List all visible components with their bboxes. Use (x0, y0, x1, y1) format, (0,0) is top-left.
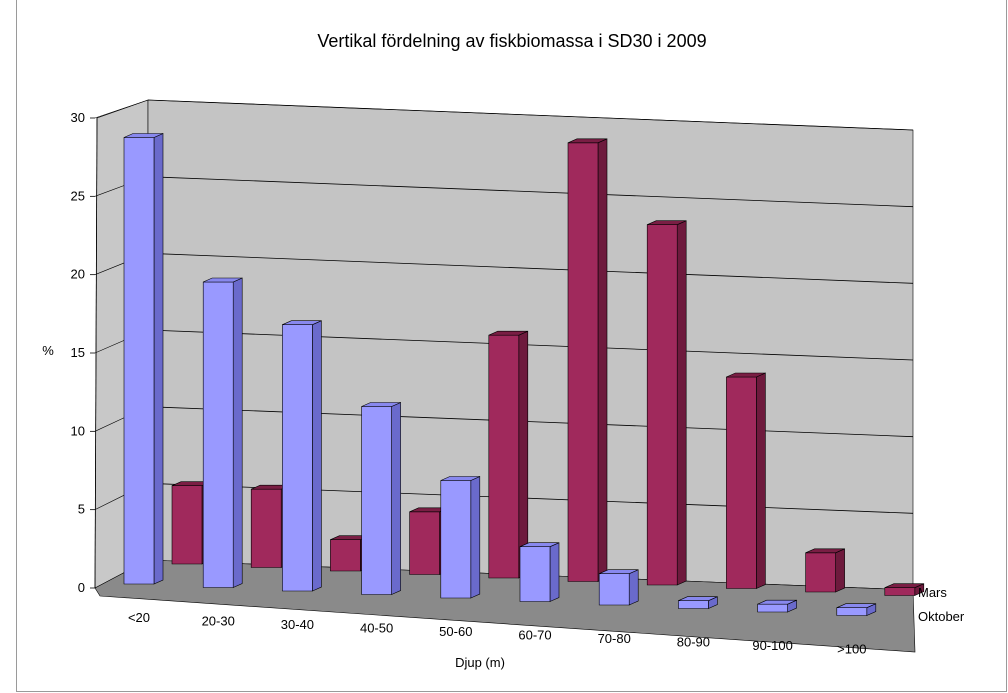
bar-oktober-top (203, 277, 243, 283)
grid-line (147, 176, 914, 208)
bar-oktober-face (361, 406, 392, 595)
bar-oktober-face (519, 546, 551, 602)
x-tick-label: 70-80 (598, 631, 631, 646)
y-tick-label: 25 (71, 188, 85, 203)
grid-line (147, 252, 914, 284)
x-tick-label: <20 (128, 610, 150, 625)
bar-mars-top (488, 330, 528, 336)
bar-mars-face (884, 587, 916, 596)
bar-mars-top (884, 583, 924, 589)
x-tick-label: 90-100 (752, 638, 792, 653)
bar-oktober-face (836, 607, 868, 616)
x-tick-label: 80-90 (677, 635, 710, 650)
bar-mars (726, 372, 766, 589)
bar-oktober-side (312, 320, 322, 592)
bar-oktober (440, 476, 481, 599)
y-tick-label: 30 (71, 110, 85, 125)
x-axis-label: Djup (m) (455, 655, 505, 670)
bar-mars-top (726, 372, 766, 378)
bar-oktober-side (391, 402, 401, 595)
y-tick-label: 0 (78, 580, 85, 595)
bar-oktober-face (757, 603, 788, 613)
bar-oktober (202, 277, 243, 588)
bar-oktober (519, 542, 560, 602)
bar-oktober-top (836, 603, 876, 609)
bar-oktober (836, 603, 877, 616)
bar-mars-top (647, 220, 687, 225)
bar-oktober (123, 133, 164, 585)
bar-mars-top (805, 548, 845, 554)
legend-item-mars: Mars (918, 585, 947, 600)
grid-line-side (94, 99, 149, 119)
bar-mars-face (171, 485, 203, 565)
bar-oktober (598, 569, 639, 606)
series-back-bars (171, 138, 925, 596)
x-tick-label: 50-60 (439, 624, 472, 639)
x-tick-label: 40-50 (360, 621, 393, 636)
x-axis-ticks: <20 20-30 30-40 40-50 50-60 60-70 70-80 80-90 90… (128, 610, 866, 657)
bar-mars-face (409, 511, 440, 575)
bar-oktober-face (123, 137, 155, 585)
bar-mars (805, 548, 845, 593)
bar-mars-face (330, 539, 361, 572)
bar-mars-side (676, 220, 687, 586)
bar-oktober-top (123, 133, 164, 138)
bar-oktober-top (757, 599, 797, 605)
bar-mars (884, 583, 925, 596)
bar-mars-side (835, 548, 845, 593)
bar-mars (646, 220, 687, 586)
bar-mars (567, 138, 608, 582)
bar-mars-face (646, 224, 678, 586)
bar-oktober-face (282, 324, 313, 592)
y-axis-label: % (42, 343, 54, 358)
bar-mars-top (567, 138, 608, 144)
chart-title: Vertikal fördelning av fiskbiomassa i SD… (317, 31, 706, 51)
y-tick-label: 15 (71, 345, 85, 360)
bar-oktober-face (678, 600, 709, 609)
bar-oktober-side (470, 476, 481, 599)
x-tick-label: 60-70 (518, 628, 551, 643)
y-tick-label: 10 (71, 423, 85, 438)
grid-line (147, 99, 914, 131)
x-tick-label: >100 (837, 642, 866, 657)
bar-oktober (678, 596, 718, 609)
x-tick-label: 20-30 (202, 614, 235, 629)
grid-line (147, 406, 914, 438)
y-axis-ticks: 0 5 10 15 20 25 30 (71, 110, 98, 595)
x-tick-label: 30-40 (281, 617, 314, 632)
bar-oktober-top (519, 542, 560, 548)
legend-item-oktober: Oktober (918, 609, 965, 624)
bar-mars-face (567, 142, 599, 582)
bar-oktober (282, 320, 322, 592)
bar-oktober-side (628, 569, 639, 606)
bar-oktober-side (232, 277, 243, 588)
y-axis-line (94, 117, 98, 589)
bar-oktober-side (153, 133, 164, 585)
y-tick-label: 20 (71, 267, 85, 282)
bar-mars-face (805, 552, 836, 593)
bar-mars (488, 330, 529, 579)
bar-oktober (757, 599, 797, 613)
legend: Mars Oktober (918, 585, 965, 624)
bar-mars-side (756, 372, 766, 589)
bar-mars-face (726, 376, 757, 589)
bar-oktober-side (549, 542, 560, 602)
bar-oktober-top (361, 402, 401, 407)
series-front-bars (123, 133, 877, 616)
bar-oktober-face (440, 480, 472, 599)
bar-oktober-top (599, 569, 639, 575)
bar-oktober (361, 402, 401, 595)
y-tick-label: 5 (78, 502, 85, 517)
bar-oktober-face (202, 281, 234, 588)
bar-mars-side (597, 138, 608, 582)
bar-mars-side (518, 330, 529, 579)
bar-mars-face (250, 488, 282, 568)
bar-mars-face (488, 334, 520, 579)
bar-oktober-top (678, 596, 718, 602)
bar-oktober-top (440, 476, 480, 481)
grid-line (147, 329, 914, 361)
bar-oktober-face (598, 573, 630, 606)
bar-oktober-top (282, 320, 322, 326)
